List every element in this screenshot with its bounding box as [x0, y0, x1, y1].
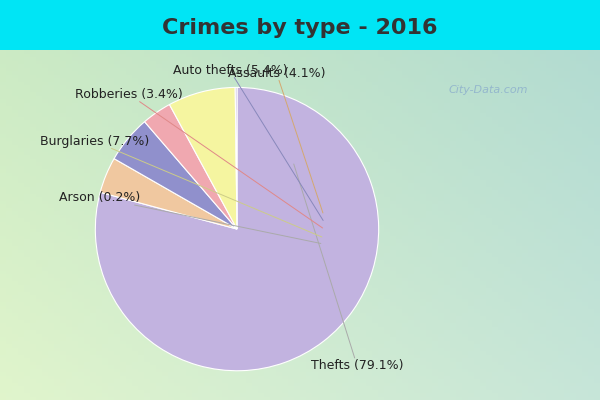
Text: Auto thefts (5.4%): Auto thefts (5.4%) — [173, 64, 323, 220]
Wedge shape — [235, 88, 237, 229]
Text: Arson (0.2%): Arson (0.2%) — [59, 192, 321, 244]
Text: Burglaries (7.7%): Burglaries (7.7%) — [40, 135, 322, 237]
Text: Thefts (79.1%): Thefts (79.1%) — [294, 164, 403, 372]
Wedge shape — [169, 88, 237, 229]
Text: Crimes by type - 2016: Crimes by type - 2016 — [162, 18, 438, 38]
Text: City-Data.com: City-Data.com — [449, 85, 528, 95]
Wedge shape — [95, 88, 379, 371]
Wedge shape — [100, 159, 237, 229]
Text: Assaults (4.1%): Assaults (4.1%) — [228, 67, 325, 213]
Text: Robberies (3.4%): Robberies (3.4%) — [76, 88, 323, 228]
Wedge shape — [114, 122, 237, 229]
Wedge shape — [145, 104, 237, 229]
